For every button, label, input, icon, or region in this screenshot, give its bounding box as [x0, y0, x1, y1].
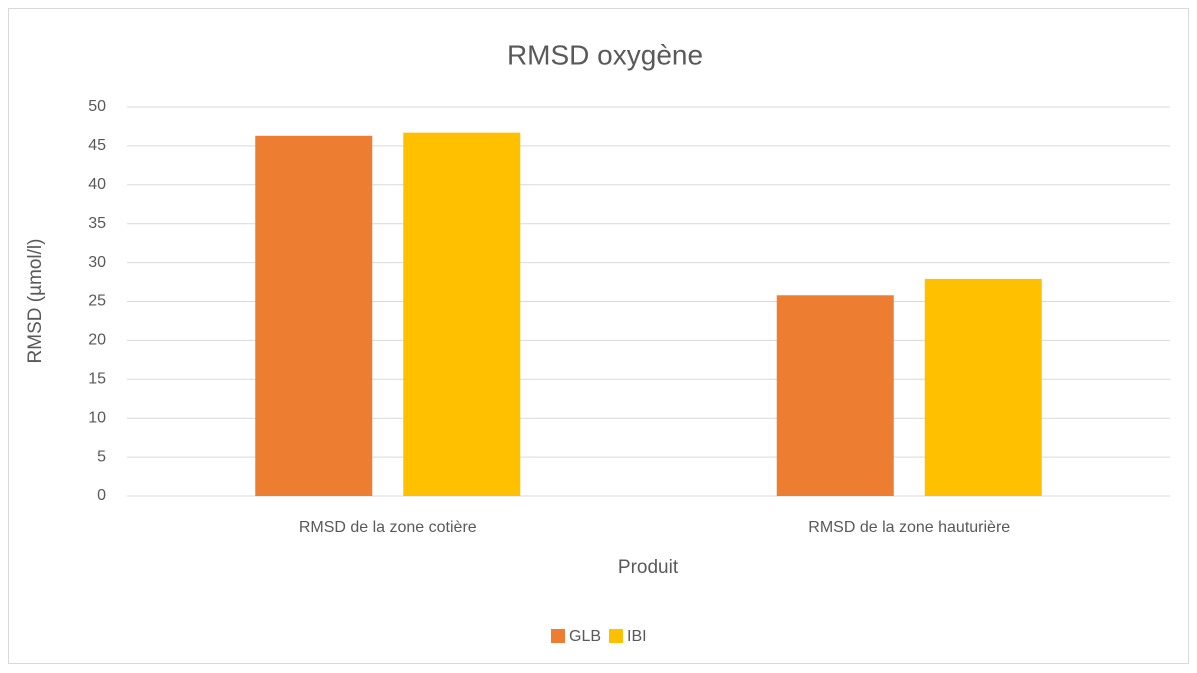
y-tick-label: 20 — [88, 332, 106, 349]
bar — [776, 295, 894, 496]
legend: GLB IBI — [551, 628, 647, 645]
y-tick-label: 35 — [88, 215, 106, 232]
y-tick-label: 25 — [88, 293, 106, 310]
y-tick-label: 10 — [88, 409, 106, 426]
legend-swatch — [609, 629, 624, 643]
y-tick-label: 30 — [88, 254, 106, 271]
bar — [403, 132, 521, 496]
y-tick-label: 0 — [97, 487, 106, 504]
legend-label: IBI — [627, 628, 647, 645]
y-axis-label: RMSD (µmol/l) — [25, 239, 46, 364]
x-tick-label: RMSD de la zone hauturière — [808, 519, 1010, 536]
chart-title: RMSD oxygène — [507, 39, 703, 70]
x-tick-label: RMSD de la zone cotière — [299, 519, 477, 536]
y-tick-label: 45 — [88, 137, 106, 154]
y-tick-label: 5 — [97, 448, 106, 465]
bar — [255, 135, 373, 496]
bar — [924, 278, 1042, 496]
y-tick-label: 50 — [88, 98, 106, 115]
y-tick-label: 15 — [88, 371, 106, 388]
legend-label: GLB — [569, 628, 601, 645]
legend-swatch — [551, 629, 565, 643]
y-tick-label: 40 — [88, 176, 106, 193]
x-axis-label: Produit — [618, 557, 679, 578]
